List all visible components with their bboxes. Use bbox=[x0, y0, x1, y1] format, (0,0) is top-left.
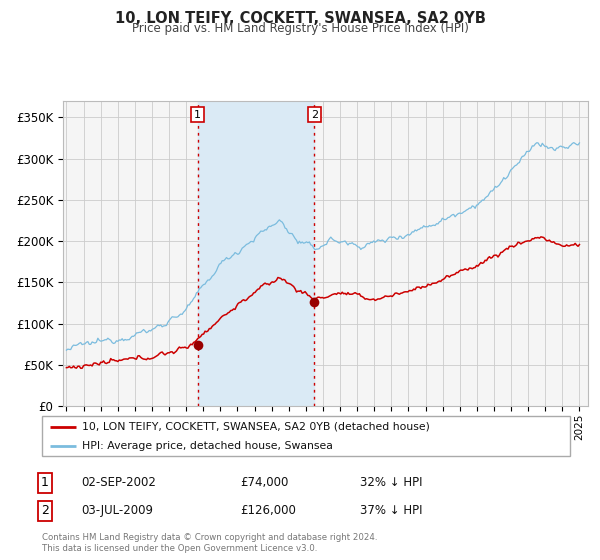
Text: £74,000: £74,000 bbox=[240, 476, 289, 489]
Text: 10, LON TEIFY, COCKETT, SWANSEA, SA2 0YB (detached house): 10, LON TEIFY, COCKETT, SWANSEA, SA2 0YB… bbox=[82, 422, 430, 432]
Text: 37% ↓ HPI: 37% ↓ HPI bbox=[360, 504, 422, 517]
Text: 1: 1 bbox=[41, 476, 49, 489]
Text: £126,000: £126,000 bbox=[240, 504, 296, 517]
Text: Contains HM Land Registry data © Crown copyright and database right 2024.
This d: Contains HM Land Registry data © Crown c… bbox=[42, 533, 377, 553]
Text: 02-SEP-2002: 02-SEP-2002 bbox=[81, 476, 156, 489]
Text: 03-JUL-2009: 03-JUL-2009 bbox=[81, 504, 153, 517]
Text: Price paid vs. HM Land Registry's House Price Index (HPI): Price paid vs. HM Land Registry's House … bbox=[131, 22, 469, 35]
Text: 2: 2 bbox=[41, 504, 49, 517]
Text: 10, LON TEIFY, COCKETT, SWANSEA, SA2 0YB: 10, LON TEIFY, COCKETT, SWANSEA, SA2 0YB bbox=[115, 11, 485, 26]
Bar bbox=[197, 101, 314, 406]
Text: 32% ↓ HPI: 32% ↓ HPI bbox=[360, 476, 422, 489]
Text: 1: 1 bbox=[194, 110, 201, 119]
Text: HPI: Average price, detached house, Swansea: HPI: Average price, detached house, Swan… bbox=[82, 441, 332, 450]
Text: 2: 2 bbox=[311, 110, 318, 119]
